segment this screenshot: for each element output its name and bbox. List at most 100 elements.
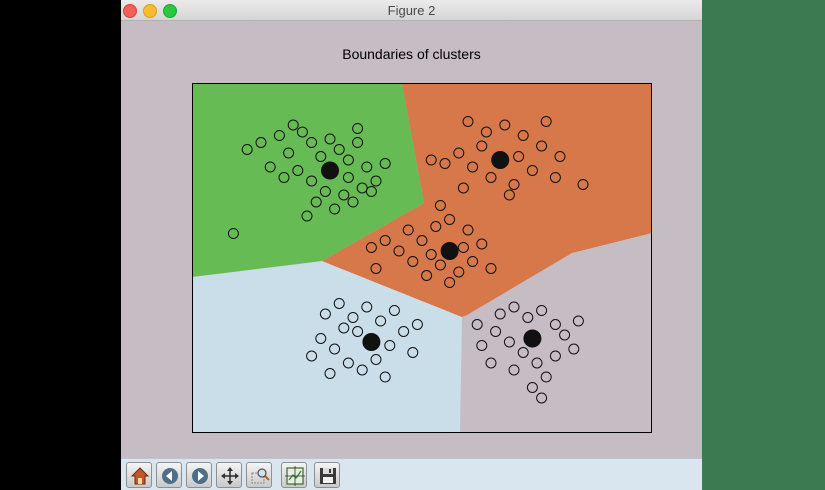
home-button[interactable] — [126, 462, 152, 488]
data-point — [517, 347, 529, 358]
figure-canvas[interactable]: Boundaries of clusters — [121, 21, 702, 458]
zoom-button[interactable] — [246, 462, 272, 488]
data-point — [457, 242, 469, 253]
data-point — [554, 151, 566, 162]
data-point — [476, 140, 488, 152]
pan-button[interactable] — [216, 462, 242, 488]
data-point — [471, 319, 483, 330]
back-arrow-icon — [162, 468, 178, 484]
data-point — [324, 368, 336, 379]
data-point — [508, 301, 520, 313]
data-point — [531, 357, 543, 369]
data-point — [278, 172, 290, 183]
cluster-boundaries-plot[interactable] — [192, 83, 652, 433]
data-point — [342, 357, 354, 369]
data-point — [393, 245, 405, 257]
data-point — [462, 224, 474, 236]
data-point — [319, 186, 331, 197]
save-button[interactable] — [314, 462, 340, 488]
data-point — [457, 182, 469, 194]
data-point — [549, 350, 561, 362]
data-point — [439, 158, 451, 169]
data-point — [453, 147, 465, 159]
data-point — [375, 315, 387, 327]
region-top-right-center — [322, 83, 652, 317]
zoom-icon — [251, 468, 270, 484]
data-point — [388, 305, 400, 316]
cluster-centroid — [440, 242, 459, 260]
data-point — [577, 179, 589, 190]
data-point — [526, 382, 538, 393]
configure-subplots-icon — [285, 466, 305, 486]
data-point — [444, 214, 456, 225]
data-point — [508, 364, 520, 376]
cluster-centroids — [321, 151, 542, 351]
data-point — [407, 256, 419, 267]
data-point — [480, 126, 492, 138]
data-point — [324, 133, 336, 145]
data-point — [255, 137, 267, 148]
data-point — [347, 312, 359, 323]
data-point — [517, 130, 529, 141]
data-point — [425, 154, 437, 166]
data-point — [503, 189, 515, 201]
data-point — [352, 123, 364, 134]
data-point — [467, 161, 479, 173]
data-point — [499, 119, 511, 131]
pan-move-icon — [221, 467, 239, 485]
minimize-window-button[interactable] — [143, 4, 157, 18]
data-point — [476, 340, 488, 351]
data-point — [513, 151, 525, 162]
data-point — [292, 165, 304, 176]
data-point — [467, 256, 479, 267]
data-point — [241, 144, 253, 155]
data-point — [407, 347, 419, 358]
data-point — [379, 371, 391, 383]
data-point — [568, 343, 580, 355]
data-point — [365, 242, 377, 253]
desktop-background-right — [702, 0, 825, 490]
back-button[interactable] — [156, 462, 182, 488]
forward-button[interactable] — [186, 462, 212, 488]
data-point — [494, 308, 506, 320]
data-point — [283, 147, 295, 159]
data-point — [503, 336, 515, 348]
cluster-centroid — [523, 329, 542, 348]
title-bar: Figure 2 — [121, 0, 702, 21]
data-point — [508, 179, 520, 190]
data-point — [379, 158, 391, 169]
data-points — [227, 116, 589, 404]
forward-arrow-icon — [192, 468, 208, 484]
data-point — [361, 301, 373, 313]
navigation-toolbar — [121, 458, 702, 490]
cluster-centroid — [321, 161, 339, 180]
data-point — [421, 270, 433, 281]
cluster-centroid — [491, 151, 510, 169]
data-point — [361, 161, 373, 173]
data-point — [379, 235, 391, 246]
cluster-centroid — [362, 333, 381, 351]
data-point — [333, 144, 345, 155]
data-point — [319, 308, 331, 320]
data-point — [434, 259, 446, 271]
data-point — [540, 371, 552, 383]
close-window-button[interactable] — [123, 4, 137, 18]
data-point — [352, 137, 364, 148]
data-point — [306, 350, 318, 362]
data-point — [559, 329, 571, 341]
data-point — [444, 277, 456, 288]
data-point — [342, 154, 354, 166]
data-point — [536, 305, 548, 316]
data-point — [315, 333, 327, 344]
configure-subplots-button[interactable] — [281, 462, 307, 488]
data-point — [338, 322, 350, 334]
data-point — [315, 151, 327, 162]
data-point — [402, 224, 414, 236]
data-point — [356, 364, 368, 376]
maximize-window-button[interactable] — [163, 4, 177, 18]
data-point — [398, 326, 410, 337]
data-point — [476, 238, 488, 250]
data-point — [416, 235, 428, 246]
data-point — [434, 200, 446, 211]
data-point — [526, 165, 538, 176]
